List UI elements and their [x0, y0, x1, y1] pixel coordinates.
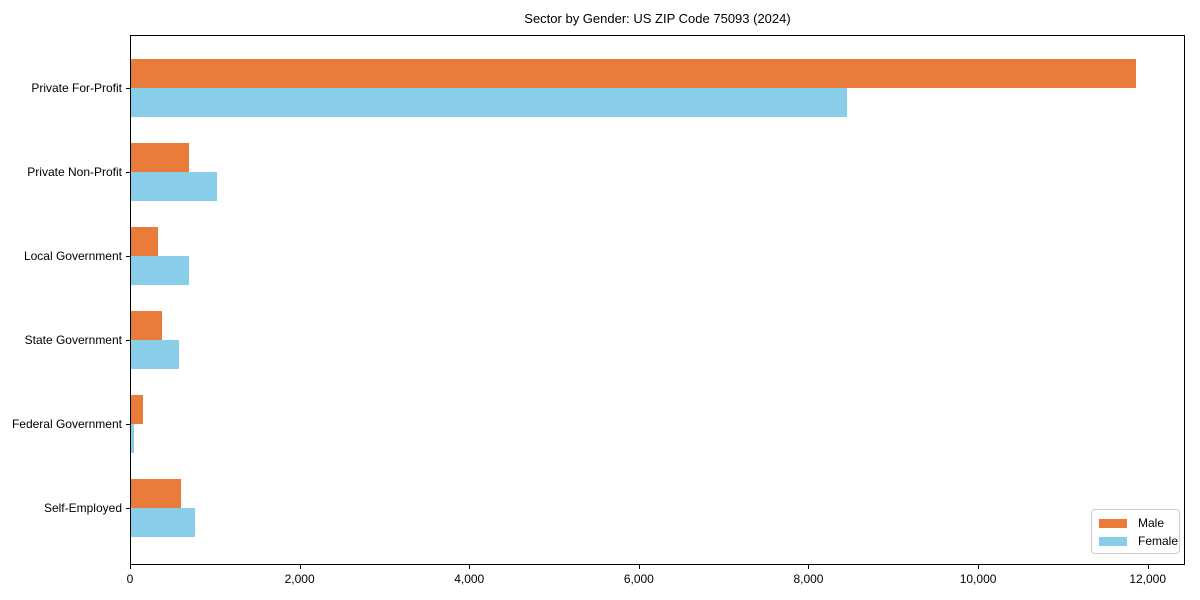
- bar-female-self-employed: [131, 508, 195, 537]
- y-tick-mark-private-non-profit: [126, 172, 130, 173]
- x-tick-mark-12000: [1147, 565, 1149, 569]
- plot-area: [130, 35, 1185, 565]
- x-tick-mark-8000: [808, 565, 810, 569]
- bar-male-self-employed: [131, 479, 181, 508]
- y-tick-mark-local-government: [126, 256, 130, 257]
- y-tick-mark-private-for-profit: [126, 88, 130, 89]
- legend-item-female: Female: [1099, 534, 1178, 548]
- bar-male-federal-government: [131, 395, 143, 424]
- x-tick-mark-4000: [469, 565, 471, 569]
- chart-title: Sector by Gender: US ZIP Code 75093 (202…: [524, 11, 791, 26]
- bar-female-local-government: [131, 256, 189, 285]
- x-tick-label-2000: 2,000: [284, 572, 315, 586]
- y-axis-category-label-state-government: State Government: [24, 333, 122, 347]
- x-tick-mark-0: [130, 565, 131, 569]
- legend-label-female: Female: [1138, 534, 1179, 548]
- x-tick-mark-10000: [978, 565, 980, 569]
- y-axis-category-label-local-government: Local Government: [23, 249, 122, 263]
- x-tick-mark-6000: [638, 565, 640, 569]
- bar-female-state-government: [131, 340, 179, 369]
- x-tick-label-8000: 8,000: [793, 572, 824, 586]
- x-tick-label-4000: 4,000: [454, 572, 485, 586]
- bar-female-private-for-profit: [131, 88, 847, 117]
- y-axis-category-label-federal-government: Federal Government: [11, 417, 122, 431]
- x-tick-label-6000: 6,000: [623, 572, 654, 586]
- y-tick-mark-federal-government: [126, 424, 130, 425]
- bar-male-private-non-profit: [131, 143, 189, 172]
- bar-female-federal-government: [131, 424, 134, 453]
- x-tick-label-0: 0: [126, 572, 134, 586]
- y-axis-category-label-private-for-profit: Private For-Profit: [31, 81, 122, 95]
- bar-male-state-government: [131, 311, 162, 340]
- legend: Male Female: [1091, 509, 1180, 554]
- x-tick-mark-2000: [299, 565, 301, 569]
- legend-swatch-female: [1099, 536, 1127, 546]
- y-axis-category-label-self-employed: Self-Employed: [43, 501, 122, 515]
- bar-male-private-for-profit: [131, 59, 1136, 88]
- legend-swatch-male: [1099, 518, 1127, 528]
- bar-female-private-non-profit: [131, 172, 217, 201]
- legend-item-male: Male: [1099, 516, 1171, 530]
- x-tick-label-12000: 12,000: [1129, 572, 1167, 586]
- legend-label-male: Male: [1138, 516, 1165, 530]
- y-axis-category-label-private-non-profit: Private Non-Profit: [27, 165, 122, 179]
- bar-male-local-government: [131, 227, 158, 256]
- x-tick-label-10000: 10,000: [959, 572, 997, 586]
- y-tick-mark-state-government: [126, 340, 130, 341]
- y-tick-mark-self-employed: [126, 508, 130, 509]
